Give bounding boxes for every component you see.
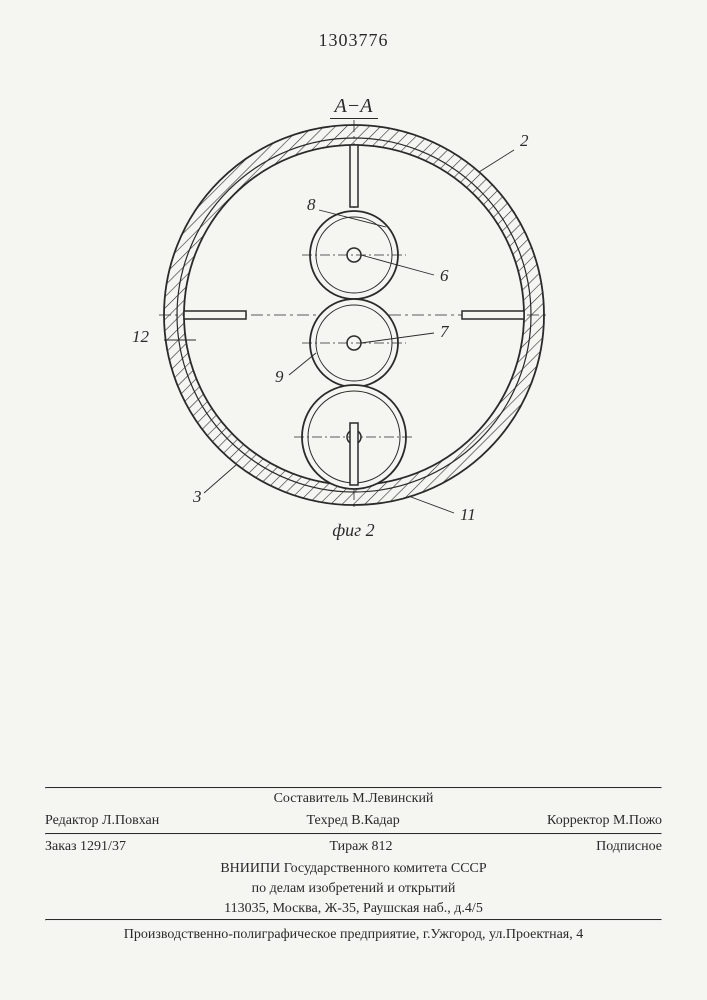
callout-9: 9 [275, 367, 284, 387]
cross-section-diagram [154, 115, 554, 515]
callout-11: 11 [460, 505, 476, 525]
footer-addr: 113035, Москва, Ж-35, Раушская наб., д.4… [45, 899, 662, 919]
footer-tekhred: Техред В.Кадар [307, 813, 400, 829]
footer-order: Заказ 1291/37 [45, 839, 126, 855]
footer-block: Составитель М.Левинский Редактор Л.Повха… [45, 787, 662, 945]
callout-8: 8 [307, 195, 316, 215]
footer-tirage: Тираж 812 [329, 839, 392, 855]
footer-printer: Производственно-полиграфическое предприя… [45, 921, 662, 945]
callout-6: 6 [440, 266, 449, 286]
footer-compiler: Составитель М.Левинский [45, 789, 662, 809]
footer-org2: по делам изобретений и открытий [45, 879, 662, 899]
callout-2: 2 [520, 131, 529, 151]
page-number: 1303776 [319, 30, 389, 51]
callout-12: 12 [132, 327, 149, 347]
callout-7: 7 [440, 322, 449, 342]
footer-subscription: Подписное [596, 839, 662, 855]
footer-org1: ВНИИПИ Государственного комитета СССР [45, 859, 662, 879]
callout-3: 3 [193, 487, 202, 507]
fig-label: фиг 2 [332, 520, 374, 541]
footer-editor: Редактор Л.Повхан [45, 813, 159, 829]
footer-corrector: Корректор М.Пожо [547, 813, 662, 829]
